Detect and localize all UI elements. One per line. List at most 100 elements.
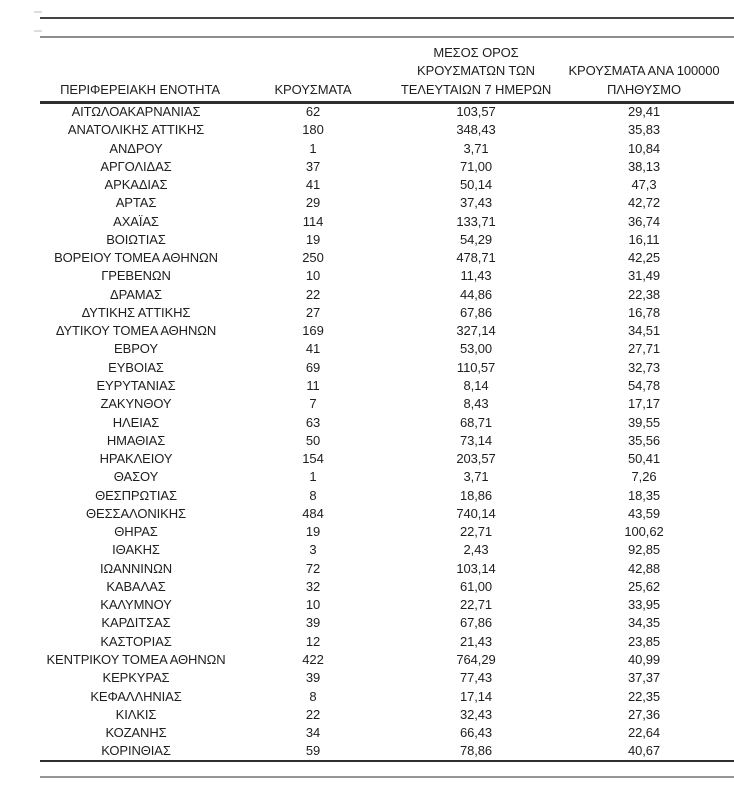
table-row: ΔΥΤΙΚΗΣ ΑΤΤΙΚΗΣ 27 67,86 16,78 (0, 304, 734, 322)
region-cell: ΚΕΦΑΛΛΗΝΙΑΣ (90, 688, 182, 704)
per-100000-cell: 47,3 (631, 177, 657, 193)
region-cell: ΚΑΒΑΛΑΣ (106, 578, 166, 594)
avg-7-days-cell: 103,14 (456, 560, 496, 576)
cases-cell: 27 (305, 304, 321, 320)
cases-cell: 7 (309, 396, 317, 412)
per-100000-cell: 32,73 (627, 359, 661, 375)
header-line: ΚΡΟΥΣΜΑΤΑ ΑΝΑ 100000 (568, 63, 720, 79)
cases-cell: 12 (305, 633, 321, 649)
avg-7-days-cell: 17,14 (459, 688, 493, 704)
avg-7-days-cell: 71,00 (459, 158, 493, 174)
per-100000-cell: 42,25 (627, 250, 661, 266)
per-100000-cell: 42,88 (627, 560, 661, 576)
region-cell: ΕΒΡΟΥ (114, 341, 158, 357)
region-cell: ΚΕΝΤΡΙΚΟΥ ΤΟΜΕΑ ΑΘΗΝΩΝ (46, 651, 226, 667)
per-100000-cell: 27,71 (627, 341, 661, 357)
table-row: ΚΕΦΑΛΛΗΝΙΑΣ 8 17,14 22,35 (0, 688, 734, 706)
avg-7-days-cell: 740,14 (456, 505, 496, 521)
table-row: ΒΟΙΩΤΙΑΣ 19 54,29 16,11 (0, 231, 734, 249)
table-row: ΚΑΡΔΙΤΣΑΣ 39 67,86 34,35 (0, 614, 734, 632)
table-row: ΓΡΕΒΕΝΩΝ 10 11,43 31,49 (0, 267, 734, 285)
per-100000-cell: 100,62 (624, 524, 664, 540)
avg-7-days-cell: 3,71 (463, 469, 489, 485)
header-line: ΤΕΛΕΥΤΑΙΩΝ 7 ΗΜΕΡΩΝ (400, 81, 552, 97)
per-100000-cell: 54,78 (627, 377, 661, 393)
table-row: ΚΑΒΑΛΑΣ 32 61,00 25,62 (0, 578, 734, 596)
region-cell: ΑΡΓΟΛΙΔΑΣ (100, 158, 172, 174)
column-header-avg-7-days: ΜΕΣΟΣ ΟΡΟΣ ΚΡΟΥΣΜΑΤΩΝ ΤΩΝ ΤΕΛΕΥΤΑΙΩΝ 7 Η… (401, 44, 551, 99)
cases-cell: 72 (305, 560, 321, 576)
region-cell: ΔΥΤΙΚΗΣ ΑΤΤΙΚΗΣ (81, 304, 191, 320)
region-cell: ΑΡΤΑΣ (115, 195, 157, 211)
region-cell: ΖΑΚΥΝΘΟΥ (100, 396, 172, 412)
cases-cell: 39 (305, 670, 321, 686)
cases-cell: 63 (305, 414, 321, 430)
header-line: ΚΡΟΥΣΜΑΤΩΝ ΤΩΝ (417, 63, 535, 79)
cases-cell: 180 (302, 122, 324, 138)
table-row: ΘΕΣΠΡΩΤΙΑΣ 8 18,86 18,35 (0, 487, 734, 505)
cases-cell: 8 (309, 487, 317, 503)
avg-7-days-cell: 8,43 (463, 396, 489, 412)
per-100000-cell: 18,35 (627, 487, 661, 503)
cases-cell: 41 (305, 341, 321, 357)
region-cell: ΑΧΑΪΑΣ (113, 213, 159, 229)
avg-7-days-cell: 78,86 (459, 743, 493, 759)
cases-cell: 19 (305, 524, 321, 540)
scan-artifact-mark (34, 30, 42, 32)
cases-cell: 114 (302, 213, 324, 229)
avg-7-days-cell: 77,43 (459, 670, 493, 686)
cases-cell: 484 (302, 505, 324, 521)
region-cell: ΒΟΙΩΤΙΑΣ (106, 231, 166, 247)
region-cell: ΑΝΑΤΟΛΙΚΗΣ ΑΤΤΙΚΗΣ (67, 122, 205, 138)
avg-7-days-cell: 53,00 (459, 341, 493, 357)
table-row: ΕΥΡΥΤΑΝΙΑΣ 11 8,14 54,78 (0, 377, 734, 395)
per-100000-cell: 22,38 (627, 286, 661, 302)
cases-cell: 19 (305, 231, 321, 247)
avg-7-days-cell: 67,86 (459, 304, 493, 320)
table-row: ΗΛΕΙΑΣ 63 68,71 39,55 (0, 414, 734, 432)
column-header-regional-unit: ΠΕΡΙΦΕΡΕΙΑΚΗ ΕΝΟΤΗΤΑ (60, 81, 220, 97)
table-row: ΑΡΚΑΔΙΑΣ 41 50,14 47,3 (0, 176, 734, 194)
per-100000-cell: 7,26 (631, 469, 657, 485)
table-body: ΑΙΤΩΛΟΑΚΑΡΝΑΝΙΑΣ 62 103,57 29,41 ΑΝΑΤΟΛΙΚΗΣ … (0, 103, 734, 761)
scan-artifact-mark (34, 11, 42, 13)
region-cell: ΙΘΑΚΗΣ (112, 542, 160, 558)
table-row: ΒΟΡΕΙΟΥ ΤΟΜΕΑ ΑΘΗΝΩΝ 250 478,71 42,25 (0, 249, 734, 267)
table-row: ΚΟΖΑΝΗΣ 34 66,43 22,64 (0, 724, 734, 742)
table-row: ΚΙΛΚΙΣ 22 32,43 27,36 (0, 706, 734, 724)
table-row: ΙΘΑΚΗΣ 3 2,43 92,85 (0, 541, 734, 559)
table-row: ΗΡΑΚΛΕΙΟΥ 154 203,57 50,41 (0, 450, 734, 468)
region-cell: ΘΕΣΣΑΛΟΝΙΚΗΣ (86, 505, 186, 521)
avg-7-days-cell: 18,86 (459, 487, 493, 503)
region-cell: ΕΥΡΥΤΑΝΙΑΣ (96, 377, 176, 393)
table-row: ΑΧΑΪΑΣ 114 133,71 36,74 (0, 213, 734, 231)
table-row: ΚΕΝΤΡΙΚΟΥ ΤΟΜΕΑ ΑΘΗΝΩΝ 422 764,29 40,99 (0, 651, 734, 669)
cases-cell: 3 (309, 542, 317, 558)
cases-cell: 1 (309, 469, 317, 485)
table-row: ΙΩΑΝΝΙΝΩΝ 72 103,14 42,88 (0, 560, 734, 578)
column-header-cases-per-100000: ΚΡΟΥΣΜΑΤΑ ΑΝΑ 100000 ΠΛΗΘΥΣΜΟ (568, 62, 719, 99)
header-line: ΠΛΗΘΥΣΜΟ (606, 81, 682, 97)
bottom-rule-dark (40, 760, 734, 763)
per-100000-cell: 36,74 (627, 213, 661, 229)
cases-cell: 169 (302, 323, 324, 339)
table-row: ΗΜΑΘΙΑΣ 50 73,14 35,56 (0, 432, 734, 450)
avg-7-days-cell: 73,14 (459, 432, 493, 448)
region-cell: ΔΡΑΜΑΣ (110, 286, 162, 302)
per-100000-cell: 42,72 (627, 195, 661, 211)
cases-cell: 32 (305, 578, 321, 594)
per-100000-cell: 22,35 (627, 688, 661, 704)
cases-cell: 41 (305, 177, 321, 193)
per-100000-cell: 10,84 (627, 140, 661, 156)
table-row: ΕΥΒΟΙΑΣ 69 110,57 32,73 (0, 359, 734, 377)
cases-cell: 22 (305, 286, 321, 302)
avg-7-days-cell: 67,86 (459, 615, 493, 631)
region-cell: ΚΑΡΔΙΤΣΑΣ (101, 615, 171, 631)
per-100000-cell: 16,78 (627, 304, 661, 320)
per-100000-cell: 33,95 (627, 597, 661, 613)
top-rule-dark (40, 17, 734, 19)
header-separator-rule (40, 101, 734, 104)
avg-7-days-cell: 54,29 (459, 231, 493, 247)
per-100000-cell: 92,85 (627, 542, 661, 558)
